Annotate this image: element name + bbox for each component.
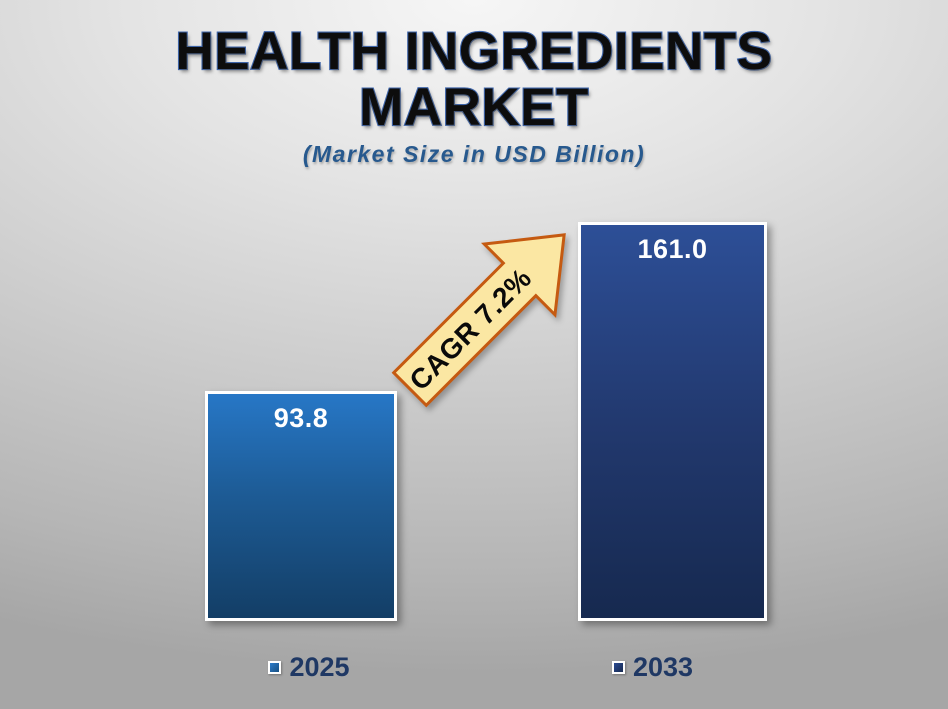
bar-value-label-2025: 93.8 — [273, 403, 329, 433]
chart-title: HEALTH INGREDIENTS MARKET — [174, 22, 773, 138]
legend-label-2025: 2025 — [289, 652, 350, 682]
bar-2033: 161.0 — [578, 222, 767, 621]
legend-item-2025: 2025 — [213, 652, 405, 683]
legend-marker-2033-icon — [611, 661, 625, 674]
block-arrow-icon — [391, 233, 566, 408]
cagr-label: CAGR 7.2% — [403, 262, 537, 396]
bar-value-label-2033: 161.0 — [637, 234, 708, 264]
bar-2025: 93.8 — [205, 391, 397, 621]
legend-marker-2025-icon — [268, 661, 282, 674]
legend-label-2033: 2033 — [632, 652, 694, 682]
legend-item-2033: 2033 — [558, 652, 747, 683]
chart-subtitle: (Market Size in USD Billion) — [302, 141, 646, 167]
